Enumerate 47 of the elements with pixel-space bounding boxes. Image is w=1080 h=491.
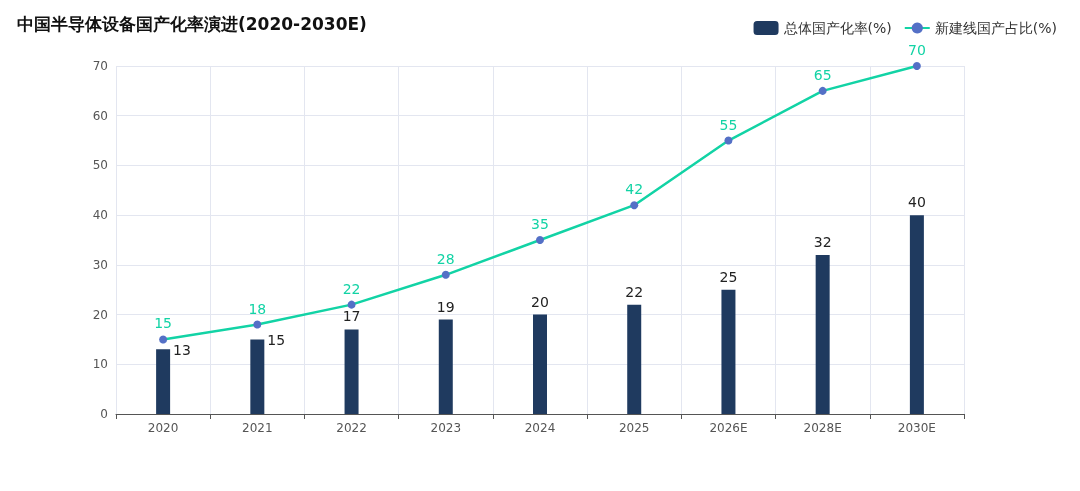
x-tick-label: 2021 bbox=[242, 421, 273, 435]
bar bbox=[533, 314, 547, 414]
x-tick-label: 2020 bbox=[147, 421, 179, 435]
x-tick-label: 2024 bbox=[524, 421, 556, 435]
data-label: 70 bbox=[907, 42, 926, 58]
chart-title: 中国半导体设备国产化率演进(2020-2030E) bbox=[17, 13, 367, 34]
y-tick-label: 0 bbox=[100, 407, 108, 421]
data-label: 17 bbox=[342, 308, 361, 325]
y-tick-label: 10 bbox=[92, 357, 108, 372]
data-label: 22 bbox=[342, 280, 361, 297]
data-label: 25 bbox=[719, 268, 738, 285]
bar bbox=[438, 319, 453, 414]
bar bbox=[815, 254, 830, 414]
legend-label: 总体国产化率(%) bbox=[782, 20, 892, 36]
bar bbox=[627, 304, 642, 414]
bar bbox=[344, 329, 359, 414]
data-label: 42 bbox=[625, 181, 644, 198]
bar bbox=[909, 215, 924, 414]
y-tick-label: 50 bbox=[92, 158, 108, 173]
data-label: 18 bbox=[248, 300, 267, 317]
y-tick-label: 60 bbox=[92, 108, 108, 123]
x-tick-label: 2028E bbox=[803, 421, 842, 435]
data-label: 40 bbox=[907, 194, 926, 211]
x-tick-label: 2030E bbox=[897, 421, 936, 435]
data-label: 22 bbox=[625, 283, 644, 300]
y-tick-label: 40 bbox=[92, 208, 108, 223]
data-label: 32 bbox=[813, 233, 832, 250]
data-label: 55 bbox=[719, 116, 738, 133]
data-label: 28 bbox=[436, 250, 455, 267]
x-tick-label: 2025 bbox=[618, 421, 650, 435]
data-label: 35 bbox=[531, 216, 549, 232]
data-label: 13 bbox=[173, 342, 191, 359]
x-tick-label: 2026E bbox=[709, 421, 748, 435]
y-tick-label: 30 bbox=[92, 257, 108, 272]
legend-label: 新建线国产占比(%) bbox=[934, 20, 1058, 36]
y-tick-label: 70 bbox=[92, 59, 108, 73]
data-label: 15 bbox=[267, 332, 286, 349]
data-label: 15 bbox=[154, 315, 173, 332]
x-tick-label: 2022 bbox=[336, 421, 367, 435]
data-label: 19 bbox=[436, 298, 455, 315]
bar bbox=[156, 349, 171, 414]
x-tick-label: 2023 bbox=[430, 421, 462, 435]
data-label: 20 bbox=[531, 293, 549, 310]
bar bbox=[721, 289, 736, 414]
bar bbox=[250, 339, 265, 414]
data-label: 65 bbox=[813, 66, 832, 83]
y-tick-label: 20 bbox=[92, 307, 108, 322]
